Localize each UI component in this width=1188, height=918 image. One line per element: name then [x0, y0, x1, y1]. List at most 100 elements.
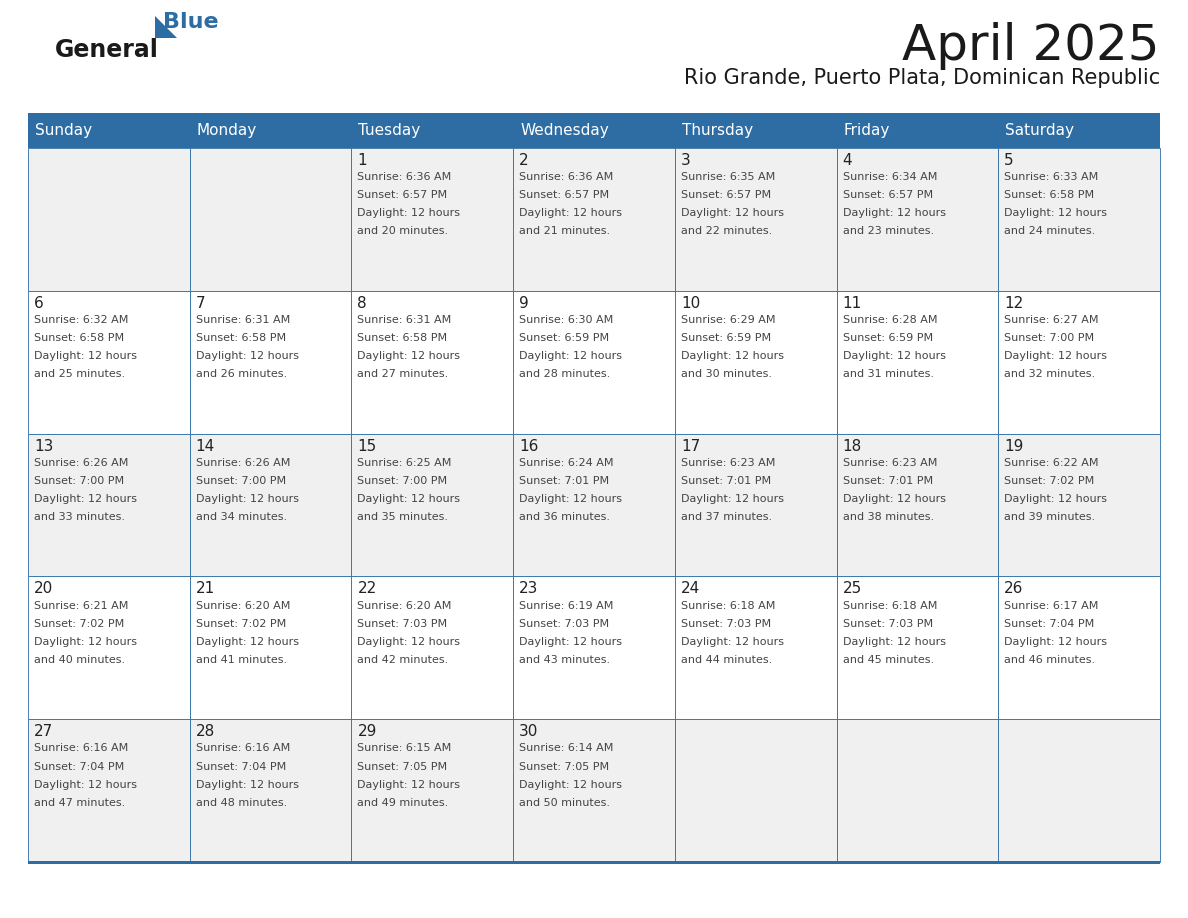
Text: and 46 minutes.: and 46 minutes. — [1004, 655, 1095, 665]
Text: Sunrise: 6:18 AM: Sunrise: 6:18 AM — [842, 600, 937, 610]
Text: Daylight: 12 hours: Daylight: 12 hours — [681, 352, 784, 361]
Text: Sunrise: 6:16 AM: Sunrise: 6:16 AM — [196, 744, 290, 754]
Text: Sunset: 6:57 PM: Sunset: 6:57 PM — [681, 190, 771, 200]
Text: Daylight: 12 hours: Daylight: 12 hours — [842, 208, 946, 218]
Text: and 34 minutes.: and 34 minutes. — [196, 512, 286, 522]
Text: and 21 minutes.: and 21 minutes. — [519, 227, 611, 237]
Text: April 2025: April 2025 — [903, 22, 1159, 70]
Text: Sunrise: 6:14 AM: Sunrise: 6:14 AM — [519, 744, 613, 754]
Text: 12: 12 — [1004, 296, 1024, 311]
Text: Thursday: Thursday — [682, 124, 753, 139]
Text: Sunset: 7:02 PM: Sunset: 7:02 PM — [1004, 476, 1094, 486]
Bar — [998, 719, 1159, 862]
Text: Daylight: 12 hours: Daylight: 12 hours — [842, 352, 946, 361]
Text: Sunrise: 6:31 AM: Sunrise: 6:31 AM — [358, 315, 451, 325]
Text: 19: 19 — [1004, 439, 1024, 453]
Text: and 31 minutes.: and 31 minutes. — [842, 369, 934, 379]
Bar — [352, 433, 513, 577]
Text: Sunset: 6:58 PM: Sunset: 6:58 PM — [358, 333, 448, 343]
Bar — [352, 577, 513, 719]
Text: and 27 minutes.: and 27 minutes. — [358, 369, 449, 379]
Text: 21: 21 — [196, 581, 215, 597]
Text: Wednesday: Wednesday — [520, 124, 609, 139]
Text: Sunset: 6:58 PM: Sunset: 6:58 PM — [196, 333, 286, 343]
Text: Sunset: 6:59 PM: Sunset: 6:59 PM — [519, 333, 609, 343]
Bar — [29, 861, 1159, 864]
Bar — [998, 114, 1159, 148]
Text: 6: 6 — [34, 296, 44, 311]
Bar — [29, 291, 190, 433]
Bar — [998, 433, 1159, 577]
Bar — [513, 148, 675, 291]
Text: and 42 minutes.: and 42 minutes. — [358, 655, 449, 665]
Text: Sunrise: 6:26 AM: Sunrise: 6:26 AM — [34, 458, 128, 468]
Text: Sunrise: 6:29 AM: Sunrise: 6:29 AM — [681, 315, 776, 325]
Bar — [29, 577, 190, 719]
Text: 2: 2 — [519, 153, 529, 168]
Text: Sunrise: 6:19 AM: Sunrise: 6:19 AM — [519, 600, 613, 610]
Text: 7: 7 — [196, 296, 206, 311]
Text: Sunset: 6:58 PM: Sunset: 6:58 PM — [34, 333, 124, 343]
Text: Sunrise: 6:16 AM: Sunrise: 6:16 AM — [34, 744, 128, 754]
Text: Sunset: 7:02 PM: Sunset: 7:02 PM — [196, 619, 286, 629]
Bar — [190, 291, 352, 433]
Bar — [675, 577, 836, 719]
Text: 14: 14 — [196, 439, 215, 453]
Text: and 32 minutes.: and 32 minutes. — [1004, 369, 1095, 379]
Text: Daylight: 12 hours: Daylight: 12 hours — [196, 637, 298, 647]
Text: Sunset: 7:05 PM: Sunset: 7:05 PM — [519, 762, 609, 771]
Text: Sunrise: 6:22 AM: Sunrise: 6:22 AM — [1004, 458, 1099, 468]
Bar — [352, 291, 513, 433]
Text: 22: 22 — [358, 581, 377, 597]
Text: Monday: Monday — [197, 124, 257, 139]
Text: and 37 minutes.: and 37 minutes. — [681, 512, 772, 522]
Bar — [513, 433, 675, 577]
Text: 5: 5 — [1004, 153, 1013, 168]
Bar — [190, 148, 352, 291]
Text: and 45 minutes.: and 45 minutes. — [842, 655, 934, 665]
Text: 3: 3 — [681, 153, 690, 168]
Text: Sunset: 6:57 PM: Sunset: 6:57 PM — [358, 190, 448, 200]
Text: Daylight: 12 hours: Daylight: 12 hours — [1004, 208, 1107, 218]
Text: Daylight: 12 hours: Daylight: 12 hours — [358, 779, 461, 789]
Text: and 35 minutes.: and 35 minutes. — [358, 512, 448, 522]
Text: 10: 10 — [681, 296, 700, 311]
Text: 17: 17 — [681, 439, 700, 453]
Text: 11: 11 — [842, 296, 861, 311]
Text: Daylight: 12 hours: Daylight: 12 hours — [196, 352, 298, 361]
Bar — [836, 719, 998, 862]
Bar — [190, 433, 352, 577]
Text: Sunset: 7:02 PM: Sunset: 7:02 PM — [34, 619, 125, 629]
Text: and 49 minutes.: and 49 minutes. — [358, 798, 449, 808]
Text: Sunrise: 6:18 AM: Sunrise: 6:18 AM — [681, 600, 776, 610]
Bar — [29, 433, 190, 577]
Bar — [836, 291, 998, 433]
Text: Daylight: 12 hours: Daylight: 12 hours — [358, 637, 461, 647]
Text: 4: 4 — [842, 153, 852, 168]
Text: 8: 8 — [358, 296, 367, 311]
Text: Sunset: 7:00 PM: Sunset: 7:00 PM — [1004, 333, 1094, 343]
Text: 9: 9 — [519, 296, 529, 311]
Bar — [675, 114, 836, 148]
Text: and 26 minutes.: and 26 minutes. — [196, 369, 286, 379]
Text: and 22 minutes.: and 22 minutes. — [681, 227, 772, 237]
Text: and 25 minutes.: and 25 minutes. — [34, 369, 125, 379]
Text: Sunrise: 6:27 AM: Sunrise: 6:27 AM — [1004, 315, 1099, 325]
Text: Sunset: 6:57 PM: Sunset: 6:57 PM — [519, 190, 609, 200]
Text: Sunset: 7:00 PM: Sunset: 7:00 PM — [34, 476, 124, 486]
Text: 24: 24 — [681, 581, 700, 597]
Bar — [513, 291, 675, 433]
Bar — [513, 719, 675, 862]
Text: Sunrise: 6:23 AM: Sunrise: 6:23 AM — [842, 458, 937, 468]
Text: 13: 13 — [34, 439, 53, 453]
Bar — [29, 114, 190, 148]
Text: Sunrise: 6:23 AM: Sunrise: 6:23 AM — [681, 458, 776, 468]
Text: Daylight: 12 hours: Daylight: 12 hours — [519, 352, 623, 361]
Text: Sunrise: 6:25 AM: Sunrise: 6:25 AM — [358, 458, 451, 468]
Text: Blue: Blue — [163, 12, 219, 32]
Text: Sunrise: 6:35 AM: Sunrise: 6:35 AM — [681, 173, 775, 183]
Text: and 47 minutes.: and 47 minutes. — [34, 798, 125, 808]
Text: and 39 minutes.: and 39 minutes. — [1004, 512, 1095, 522]
Text: Sunrise: 6:15 AM: Sunrise: 6:15 AM — [358, 744, 451, 754]
Text: Tuesday: Tuesday — [359, 124, 421, 139]
